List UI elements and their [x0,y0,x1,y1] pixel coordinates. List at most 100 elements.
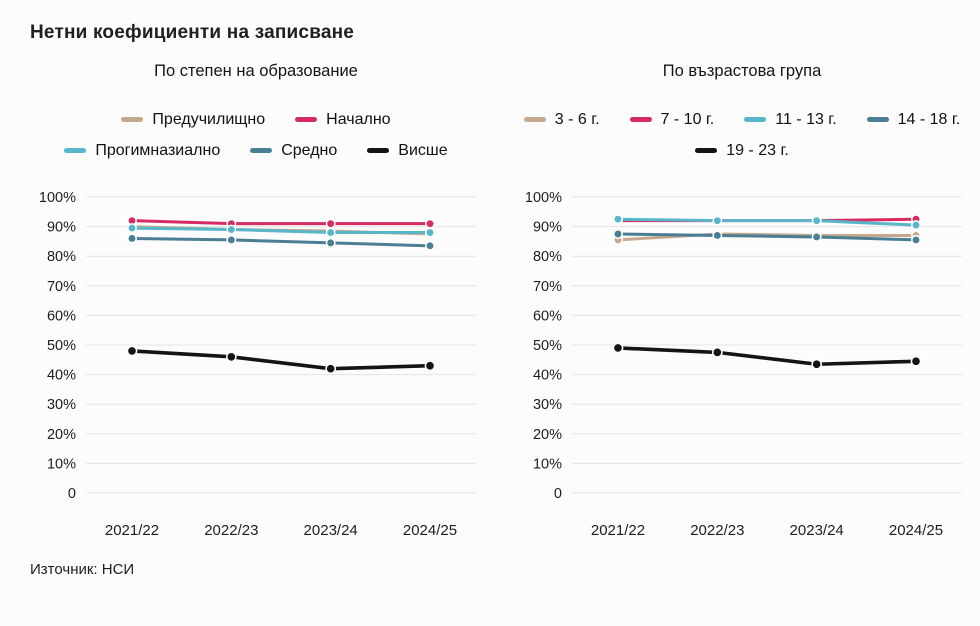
series-point [811,358,823,370]
y-tick-label: 50% [47,338,76,354]
chart-age-group: По възрастова група 3 - 6 г. 7 - 10 г. 11 … [516,58,968,551]
series-point [811,215,822,226]
legend-item: 7 - 10 г. [629,110,715,129]
series-line [130,236,432,248]
y-tick-label: 80% [533,249,562,265]
y-tick-label: 20% [533,427,562,443]
legend-row: Прогимназиално Средно Висше [64,141,448,160]
y-tick-label: 30% [47,397,76,413]
series-point [127,223,137,234]
y-tick-label: 100% [525,190,562,206]
series-line [616,232,918,242]
y-tick-label: 10% [47,456,76,472]
y-tick-label: 40% [47,368,76,384]
legend-row: 3 - 6 г. 7 - 10 г. 11 - 13 г. 14 - 18 г. [523,110,961,129]
legend-label: 11 - 13 г. [775,110,837,128]
legend-marker-icon [866,117,889,122]
series-point [225,351,237,363]
legend-row: Предучилищно Начално [64,111,447,129]
y-tick-label: 70% [47,279,76,295]
y-tick-label: 40% [533,368,562,384]
legend-marker-icon [121,117,144,122]
legend-item: 14 - 18 г. [866,110,961,129]
legend-label: 19 - 23 г. [726,141,789,159]
series-point [613,229,623,239]
series-point [425,227,435,238]
y-tick-label: 0 [554,486,562,502]
chart-age-group-plot: 100% 90% 80% 70% 60% 50% 40% 30% 20% 10% 0 2021/22 2… [525,190,962,539]
series-point [424,360,436,372]
series-point [325,218,336,229]
y-tick-label: 30% [533,397,562,413]
legend-label: Прогимназиално [95,141,221,159]
legend-marker-icon [295,117,318,122]
legend-label: Висше [398,141,448,159]
legend-marker-icon [64,148,87,153]
series-point [712,230,723,241]
series-point [325,363,337,375]
legend-item: 3 - 6 г. [523,110,600,129]
legend-marker-icon [744,117,767,122]
legend-item: Начално [295,110,391,129]
y-tick-label: 0 [68,486,76,502]
chart-age-group-title: По възрастова група [662,62,822,80]
series-point [126,345,138,357]
series-point [425,240,435,251]
x-tick-label: 2023/24 [790,522,844,539]
legend-marker-icon [629,117,652,122]
y-tick-label: 70% [533,279,562,295]
legend-label: Предучилищно [152,110,266,128]
legend-label: Начално [326,110,391,128]
x-tick-label: 2022/23 [690,522,744,539]
series-line [130,226,432,235]
series-point [811,232,822,242]
legend-marker-icon [250,148,273,153]
series-point [226,234,237,245]
page-title: Нетни коефициенти на записване [30,22,355,43]
legend-marker-icon [367,148,390,153]
series-point [127,233,137,244]
series-line [616,346,918,367]
series-point [425,218,435,229]
series-point [612,342,624,354]
y-tick-label: 90% [47,220,76,236]
x-tick-label: 2021/22 [591,522,645,539]
legend-label: 14 - 18 г. [897,110,961,128]
y-tick-label: 60% [533,308,562,324]
series-point [712,215,723,226]
y-tick-label: 20% [47,427,76,443]
legend-row: 19 - 23 г. [524,142,960,160]
x-tick-label: 2022/23 [204,522,258,539]
legend-label: 7 - 10 г. [660,110,715,128]
series-line [130,219,432,226]
x-tick-label: 2023/24 [304,522,358,539]
chart-education: По степен на образование Предучилищно Нач… [30,58,482,551]
y-tick-label: 100% [39,190,76,206]
series-point [910,355,922,367]
series-point [325,227,336,238]
legend-item: 11 - 13 г. [744,110,837,129]
series-point [325,237,336,248]
y-tick-label: 80% [47,249,76,265]
series-point [911,234,921,245]
legend-item: Висше [367,141,448,160]
source-note: Източник: НСИ [30,561,135,578]
series-line [616,217,918,227]
legend-item: Средно [250,142,337,160]
charts-row: По степен на образование Предучилищно Нач… [30,58,962,551]
series-point [226,224,237,235]
x-tick-label: 2024/25 [889,522,943,539]
y-tick-label: 60% [47,308,76,324]
x-tick-label: 2024/25 [403,522,457,539]
x-tick-label: 2021/22 [105,522,159,539]
y-tick-label: 10% [533,456,562,472]
legend-marker-icon [695,148,718,153]
chart-age-group-legend: 3 - 6 г. 7 - 10 г. 11 - 13 г. 14 - 18 г. 19 … [523,103,961,167]
legend-label: 3 - 6 г. [554,110,600,128]
chart-education-legend: Предучилищно Начално Прогимназиално Средно В… [64,103,448,167]
y-tick-label: 50% [533,338,562,354]
series-point [911,220,921,231]
legend-marker-icon [523,117,546,122]
legend-item: 19 - 23 г. [695,142,789,160]
